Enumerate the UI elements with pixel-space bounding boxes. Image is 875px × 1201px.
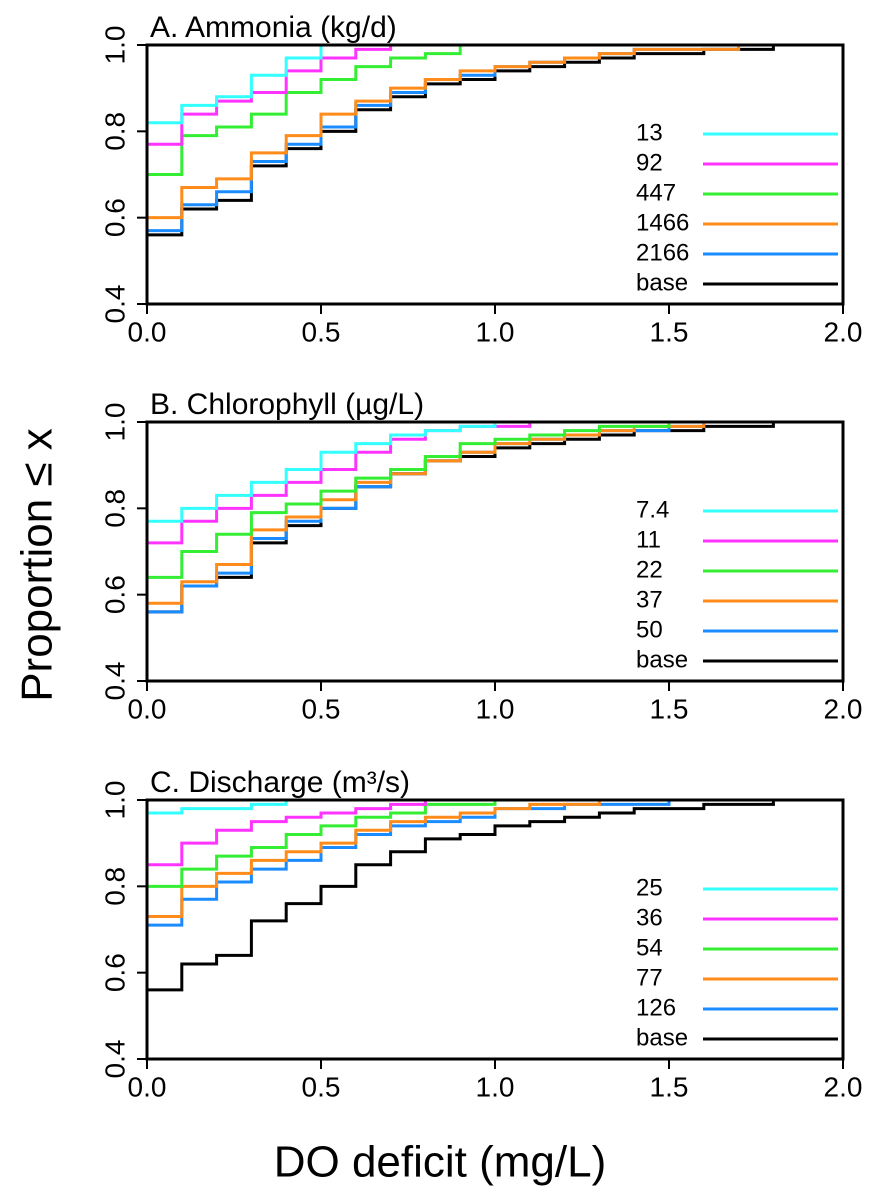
x-tick-label: 0.5 xyxy=(302,316,341,347)
legend-label: 7.4 xyxy=(636,496,669,523)
plot-frame xyxy=(145,43,845,306)
legend-label: 11 xyxy=(636,526,661,553)
x-tick-label: 1.0 xyxy=(476,1071,515,1102)
legend-label: base xyxy=(636,269,688,296)
cdf-line xyxy=(147,422,706,614)
y-tick-label: 0.8 xyxy=(99,489,130,528)
y-tick-label: 1.0 xyxy=(99,26,130,65)
y-tick-label: 0.8 xyxy=(99,867,130,906)
legend-label: 25 xyxy=(636,874,663,901)
x-tick-label: 1.5 xyxy=(650,693,689,724)
x-tick-label: 1.5 xyxy=(650,1071,689,1102)
cdf-line xyxy=(147,45,393,146)
y-tick-label: 1.0 xyxy=(99,781,130,820)
cdf-line xyxy=(147,422,497,523)
x-tick-label: 0.5 xyxy=(302,1071,341,1102)
cdf-line xyxy=(147,800,671,927)
legend-label: 126 xyxy=(636,994,676,1021)
y-tick-label: 1.0 xyxy=(99,403,130,442)
cdf-line xyxy=(147,422,671,579)
legend-label: 36 xyxy=(636,904,663,931)
x-tick-label: 1.5 xyxy=(650,316,689,347)
panel-title: A. Ammonia (kg/d) xyxy=(150,11,397,44)
legend-label: base xyxy=(636,1024,688,1051)
legend-label: base xyxy=(636,646,688,673)
cdf-line xyxy=(147,800,427,867)
cdf-line xyxy=(147,800,288,815)
x-tick-label: 0.0 xyxy=(128,316,167,347)
y-tick-label: 0.4 xyxy=(99,662,130,701)
plot-frame xyxy=(145,798,845,1061)
y-tick-label: 0.6 xyxy=(99,953,130,992)
legend-label: 13 xyxy=(636,119,663,146)
y-tick-label: 0.6 xyxy=(99,575,130,614)
cdf-line xyxy=(147,45,741,220)
y-tick-label: 0.4 xyxy=(99,1040,130,1079)
legend-label: 447 xyxy=(636,179,676,206)
x-axis-label: DO deficit (mg/L) xyxy=(274,1138,607,1187)
legend-label: 2166 xyxy=(636,239,689,266)
x-tick-label: 2.0 xyxy=(824,1071,863,1102)
x-tick-label: 0.0 xyxy=(128,693,167,724)
plot-frame xyxy=(145,420,845,683)
x-tick-label: 1.0 xyxy=(476,693,515,724)
cdf-line xyxy=(147,45,323,125)
legend-label: 50 xyxy=(636,616,663,643)
legend-label: 22 xyxy=(636,556,663,583)
x-tick-label: 1.0 xyxy=(476,316,515,347)
legend-label: 54 xyxy=(636,934,663,961)
x-tick-label: 0.0 xyxy=(128,1071,167,1102)
legend-label: 92 xyxy=(636,149,663,176)
y-tick-label: 0.6 xyxy=(99,198,130,237)
legend-label: 37 xyxy=(636,586,663,613)
cdf-line xyxy=(147,45,462,176)
y-tick-label: 0.4 xyxy=(99,285,130,324)
panel-title: B. Chlorophyll (µg/L) xyxy=(150,388,424,421)
y-axis-label: Proportion ≤ x xyxy=(13,428,62,702)
cdf-line xyxy=(147,800,601,919)
y-tick-label: 0.8 xyxy=(99,112,130,151)
x-tick-label: 0.5 xyxy=(302,693,341,724)
legend-label: 1466 xyxy=(636,209,689,236)
x-tick-label: 2.0 xyxy=(824,693,863,724)
x-tick-label: 2.0 xyxy=(824,316,863,347)
cdf-line xyxy=(147,800,775,992)
legend-label: 77 xyxy=(636,964,663,991)
panel-title: C. Discharge (m³/s) xyxy=(150,766,410,799)
cdf-line xyxy=(147,422,532,545)
